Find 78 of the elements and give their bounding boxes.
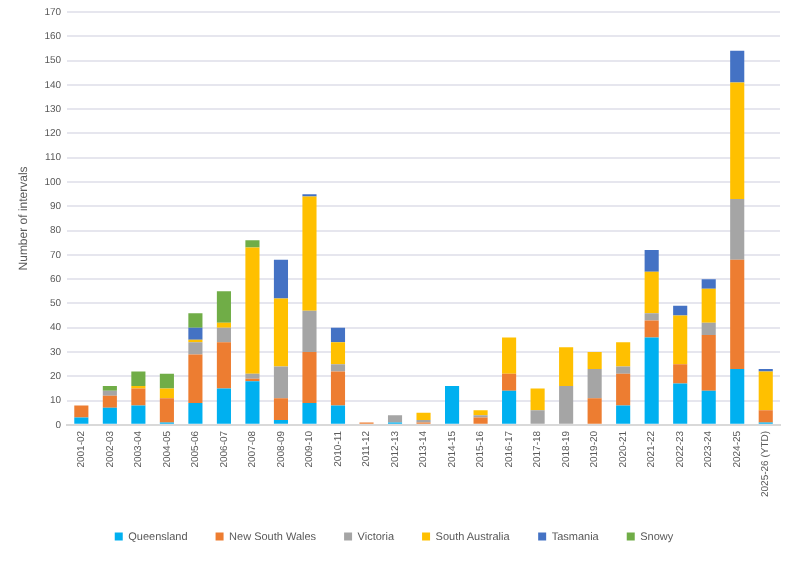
bar (273, 259, 289, 299)
bar (387, 415, 403, 423)
bar (74, 405, 89, 418)
bar (559, 347, 574, 387)
bar (216, 322, 231, 328)
bar (330, 405, 346, 424)
bar (245, 381, 260, 424)
bar (102, 390, 117, 396)
bar (473, 410, 488, 416)
bar (273, 366, 289, 399)
bar (730, 82, 745, 199)
bar (644, 337, 659, 424)
bar (644, 313, 659, 321)
bar (730, 50, 745, 83)
bar (730, 369, 745, 424)
bar (587, 369, 602, 399)
bar (188, 354, 203, 404)
bar (131, 405, 146, 424)
bar (673, 364, 688, 384)
bar (587, 352, 602, 369)
bar (74, 417, 89, 424)
bar (673, 383, 688, 424)
bar (159, 388, 174, 399)
bar (502, 337, 517, 374)
bar (330, 364, 346, 372)
bar (159, 398, 174, 423)
bar (102, 407, 117, 424)
bar (245, 247, 260, 374)
bar (644, 271, 659, 314)
bar (701, 335, 716, 391)
bar (245, 240, 260, 248)
bar (701, 279, 716, 289)
bar (644, 250, 659, 272)
bar (188, 342, 203, 355)
bar (530, 410, 545, 424)
bar (216, 388, 231, 424)
bar (502, 373, 517, 391)
bar (102, 395, 117, 408)
bar (216, 291, 231, 323)
bar (131, 371, 146, 387)
bar (216, 327, 231, 343)
bar (616, 342, 631, 367)
bar (188, 313, 203, 328)
bar (216, 342, 231, 389)
bar (616, 373, 631, 406)
bar (530, 388, 545, 411)
bar (730, 199, 745, 260)
bar (673, 305, 688, 316)
bar (416, 412, 431, 421)
bar (616, 405, 631, 424)
bar (302, 196, 317, 311)
bar (159, 373, 174, 389)
bar (302, 310, 317, 352)
bar (273, 298, 289, 367)
bar (758, 410, 773, 423)
bar (559, 386, 574, 424)
bar (302, 403, 317, 424)
bar (330, 342, 346, 365)
bar (245, 373, 260, 379)
bar (131, 388, 146, 406)
bar (644, 320, 659, 338)
bar (616, 366, 631, 374)
bar (330, 327, 346, 343)
bar (701, 390, 716, 424)
bar (473, 417, 488, 424)
bar (188, 403, 203, 424)
bar (445, 386, 460, 424)
bar (330, 371, 346, 406)
bar (701, 288, 716, 323)
bar (701, 322, 716, 335)
bar (188, 327, 203, 340)
bar (673, 315, 688, 365)
bar (273, 398, 289, 421)
bar (302, 352, 317, 404)
bar (587, 398, 602, 424)
bar (730, 259, 745, 369)
bar (758, 371, 773, 411)
bar (502, 390, 517, 424)
